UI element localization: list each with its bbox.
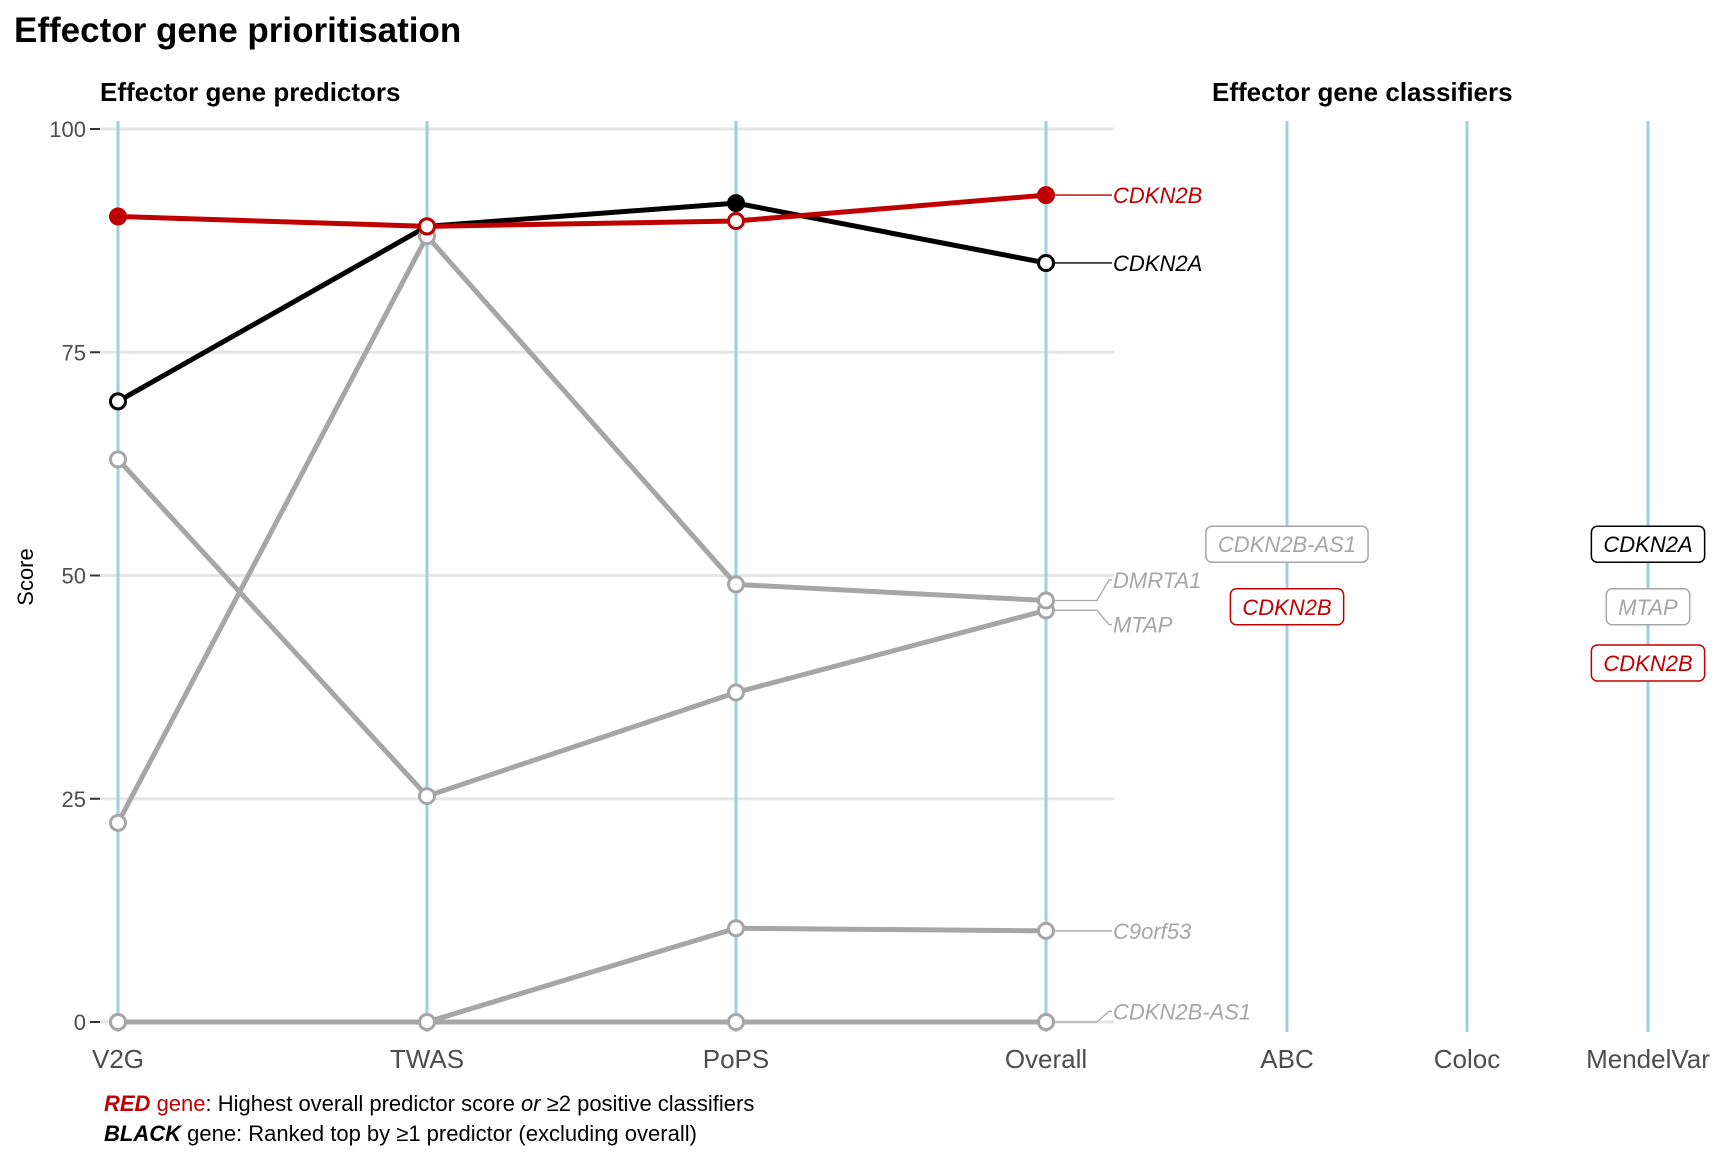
data-point <box>109 450 127 469</box>
data-point <box>727 1013 745 1031</box>
classifier-label-box <box>1205 525 1369 563</box>
end-label: CDKN2A <box>1113 251 1202 276</box>
end-label: DMRTA1 <box>1113 568 1201 593</box>
series-points <box>109 186 1055 1031</box>
classifier-label-text: CDKN2B <box>1242 595 1331 620</box>
footnote-black-text: gene: Ranked top by ≥1 predictor (exclud… <box>181 1121 697 1146</box>
x-tick-label: Coloc <box>1434 1044 1500 1074</box>
footnote-red-gene: gene <box>150 1091 206 1116</box>
classifier-label-text: CDKN2A <box>1603 532 1692 557</box>
classifier-label-text: CDKN2B-AS1 <box>1218 532 1356 557</box>
footnote-red-or: or <box>520 1091 541 1116</box>
classifier-label: CDKN2B <box>1229 588 1345 626</box>
data-point <box>109 207 127 226</box>
chart-title: Effector gene prioritisation <box>14 11 461 50</box>
data-point <box>727 194 745 213</box>
classifier-label: MTAP <box>1605 588 1691 626</box>
classifier-label-text: CDKN2B <box>1603 651 1692 676</box>
data-point <box>109 1013 127 1031</box>
gridlines <box>100 127 1114 1024</box>
data-point <box>418 787 436 806</box>
series-lines <box>115 192 1047 1025</box>
x-axis: V2G TWAS PoPS Overall ABC Coloc MendelVar <box>92 1044 1710 1074</box>
footnote-red-key: RED <box>104 1091 151 1116</box>
footnote-black: BLACK gene: Ranked top by ≥1 predictor (… <box>104 1119 697 1149</box>
series-line <box>116 457 1047 799</box>
classifier-label-text: MTAP <box>1618 595 1678 620</box>
data-point <box>727 919 745 938</box>
x-tick-label: Overall <box>1005 1044 1087 1074</box>
end-label: C9orf53 <box>1113 919 1192 944</box>
y-tick-label: 25 <box>62 787 86 812</box>
data-point <box>418 1013 436 1031</box>
data-point <box>1037 591 1055 610</box>
series-line <box>116 200 1047 404</box>
data-point <box>727 575 745 594</box>
end-label: MTAP <box>1113 613 1173 638</box>
series-line <box>117 192 1047 229</box>
classifier-label-box <box>1590 525 1706 563</box>
footnote-black-key: BLACK <box>104 1121 181 1146</box>
y-tick-label: 50 <box>62 564 86 589</box>
label-leader <box>1054 579 1112 602</box>
data-point <box>1037 253 1055 272</box>
classifier-label: CDKN2B <box>1590 644 1706 682</box>
data-point <box>109 813 127 832</box>
data-point <box>1037 186 1055 205</box>
classifier-label-box <box>1590 644 1706 682</box>
predictors-title: Effector gene predictors <box>100 77 401 107</box>
end-labels: CDKN2B CDKN2A DMRTA1 MTAP C9orf53 CDKN2B-AS1 <box>1054 183 1251 1024</box>
x-tick-label: ABC <box>1260 1044 1313 1074</box>
y-axis-label: Score <box>13 548 38 605</box>
footnote-red-text2: ≥2 positive classifiers <box>540 1091 755 1116</box>
classifier-label-box <box>1229 588 1345 626</box>
footnote-red: RED gene: Highest overall predictor scor… <box>104 1089 754 1119</box>
end-label: CDKN2B-AS1 <box>1113 999 1251 1024</box>
x-tick-label: PoPS <box>703 1044 770 1074</box>
classifier-label: CDKN2B-AS1 <box>1205 525 1369 563</box>
data-point <box>418 217 436 236</box>
data-point <box>109 392 127 411</box>
category-axis-lines <box>116 121 1650 1032</box>
y-axis: 0 25 50 75 100 <box>49 117 100 1035</box>
x-tick-label: V2G <box>92 1044 144 1074</box>
footnote-red-text: : Highest overall predictor score <box>205 1091 521 1116</box>
y-tick-label: 100 <box>49 117 86 142</box>
data-point <box>1037 1013 1055 1031</box>
y-tick-label: 0 <box>74 1010 86 1035</box>
classifiers-title: Effector gene classifiers <box>1212 77 1513 107</box>
label-leader <box>1054 609 1112 626</box>
x-tick-label: TWAS <box>390 1044 464 1074</box>
classifier-label-box <box>1605 588 1691 626</box>
label-leader <box>1054 1010 1112 1023</box>
data-point <box>727 211 745 230</box>
series-line <box>115 233 1047 825</box>
series-line <box>118 925 1047 1025</box>
x-tick-label: MendelVar <box>1586 1044 1710 1074</box>
data-point <box>727 683 745 702</box>
y-tick-label: 75 <box>62 340 86 365</box>
end-label: CDKN2B <box>1113 183 1202 208</box>
data-point <box>1037 921 1055 940</box>
classifier-label: CDKN2A <box>1590 525 1706 563</box>
classifier-labels: CDKN2B-AS1 CDKN2B CDKN2A MTAP CDKN2B <box>1205 525 1706 682</box>
